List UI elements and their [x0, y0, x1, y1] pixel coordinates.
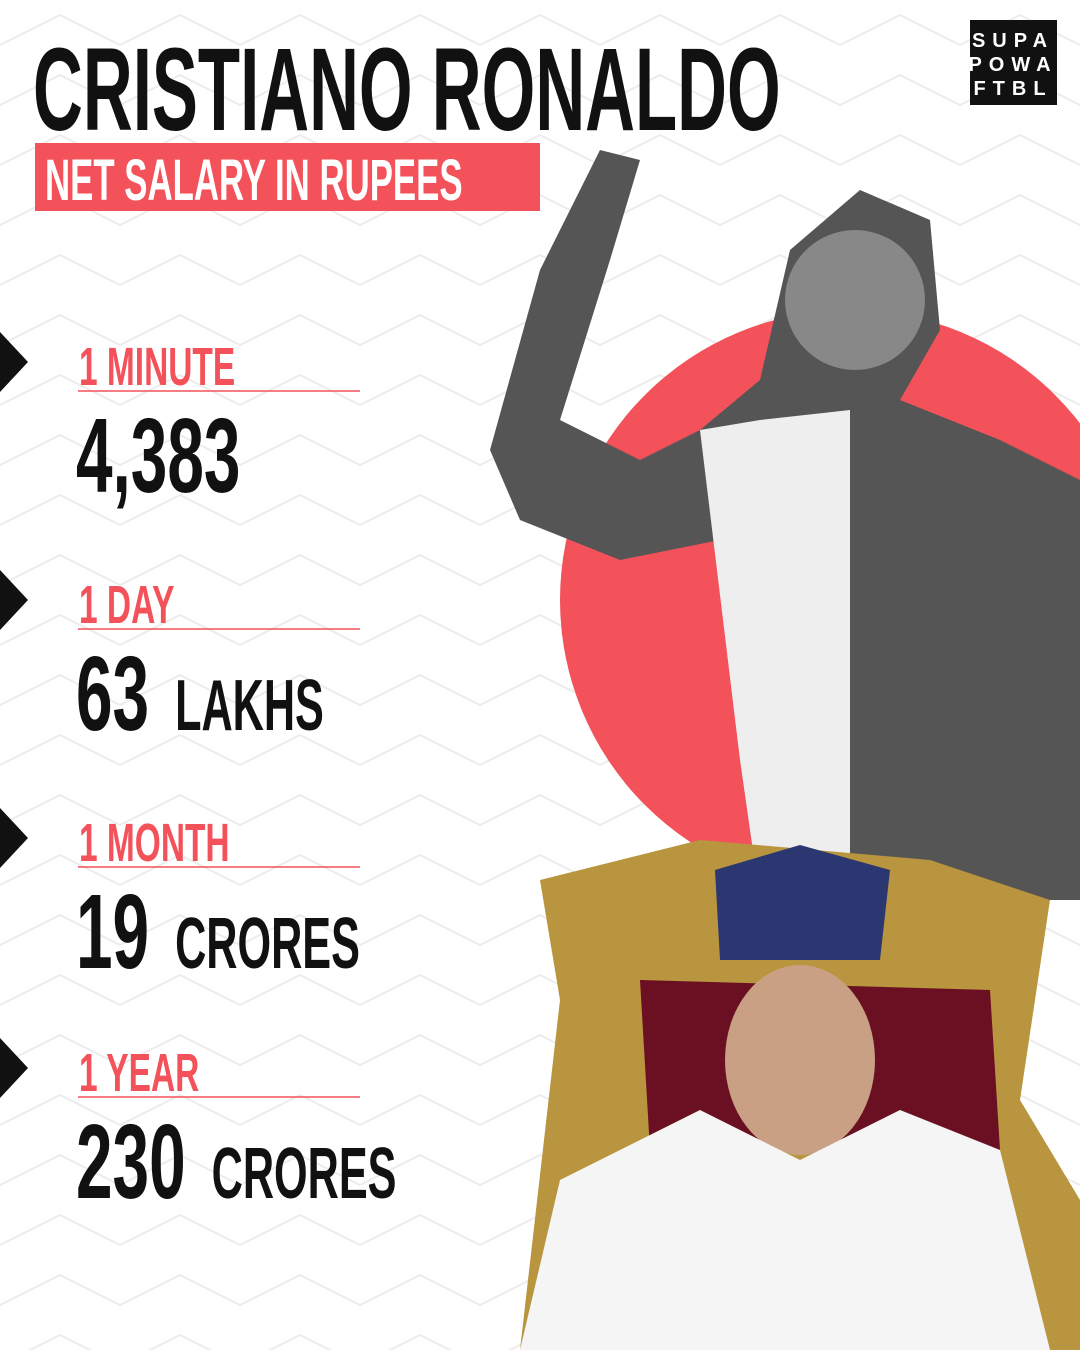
amount-unit-group: LAKHS	[175, 665, 324, 746]
logo-box	[970, 20, 1057, 105]
amount-group: 230	[76, 1102, 186, 1221]
amount: 230	[76, 1102, 186, 1221]
subtitle: NET SALARY IN RUPEES	[45, 149, 463, 213]
amount-unit-group: CRORES	[212, 1133, 397, 1214]
bullet-arrow	[0, 1038, 28, 1098]
amount-group: 19	[76, 872, 149, 991]
bullet-arrow	[0, 808, 28, 868]
period-label: 1 YEAR	[79, 1042, 199, 1103]
period-label-group: 1 MINUTE	[79, 336, 235, 397]
subtitle-group: NET SALARY IN RUPEES	[45, 149, 463, 213]
amount-unit: CRORES	[175, 903, 360, 984]
crown	[715, 845, 890, 960]
period-label-group: 1 DAY	[79, 574, 175, 635]
amount-unit: LAKHS	[175, 665, 324, 746]
amount: 4,383	[76, 396, 240, 515]
king-head	[725, 965, 875, 1155]
player-photo	[490, 150, 1080, 1350]
period-label: 1 MINUTE	[79, 336, 235, 397]
period-label: 1 MONTH	[79, 812, 230, 873]
ermine-robe	[520, 1110, 1050, 1350]
amount: 19	[76, 872, 149, 991]
amount-unit: CRORES	[212, 1133, 397, 1214]
period-label: 1 DAY	[79, 574, 175, 635]
amount-group: 63	[76, 634, 149, 753]
bullet-arrow	[0, 570, 28, 630]
logo-text: POWA	[968, 54, 1057, 76]
shirt-white	[700, 410, 850, 900]
amount-group: 4,383	[76, 396, 240, 515]
logo-text: FTBL	[973, 78, 1052, 100]
player-head	[785, 230, 925, 370]
logo-text: SUPA	[972, 30, 1054, 52]
bullet-arrow	[0, 332, 28, 392]
title: CRISTIANO RONALDO	[33, 24, 781, 156]
subtitle-box	[35, 143, 540, 211]
amount-unit-group: CRORES	[175, 903, 360, 984]
title-group: CRISTIANO RONALDO	[33, 24, 781, 156]
period-label-group: 1 MONTH	[79, 812, 230, 873]
period-label-group: 1 YEAR	[79, 1042, 199, 1103]
amount: 63	[76, 634, 149, 753]
